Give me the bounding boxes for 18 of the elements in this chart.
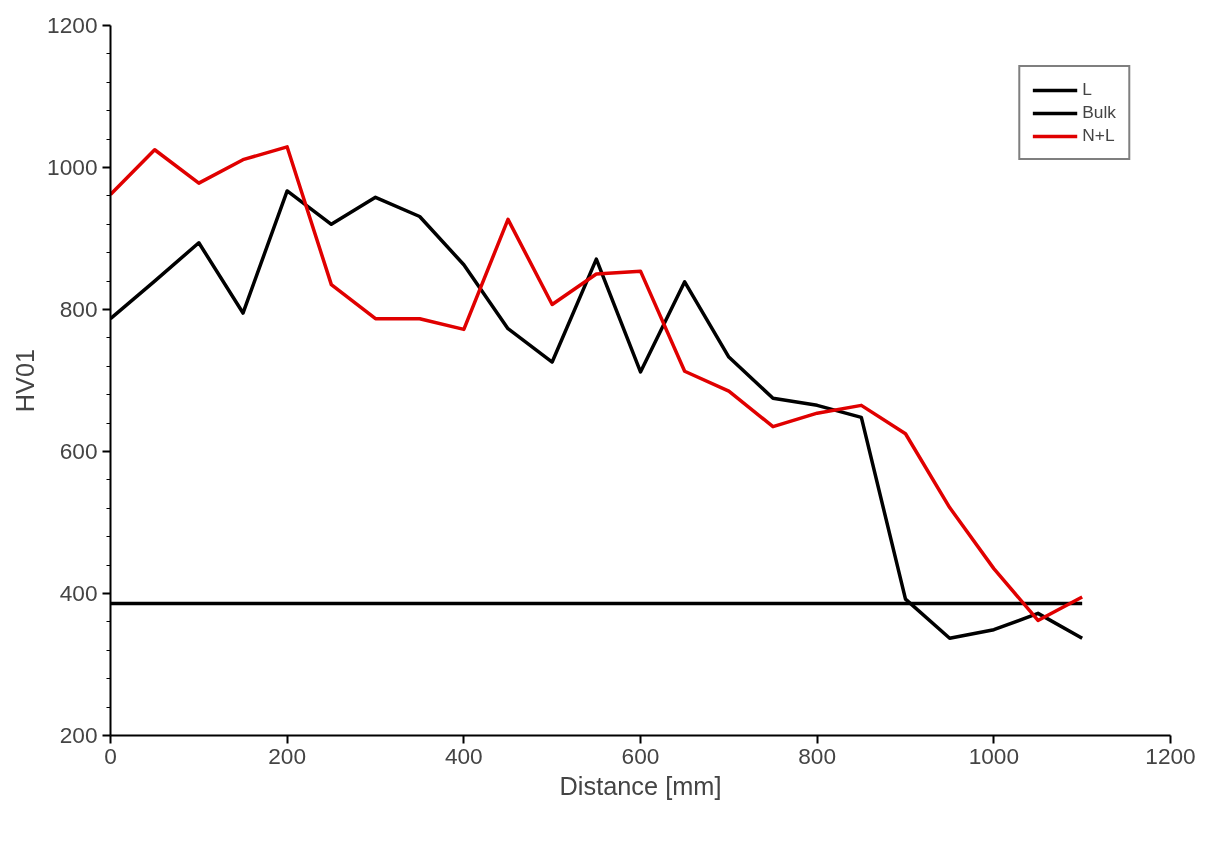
- y-tick-label: 200: [59, 722, 98, 748]
- y-axis-title: HV01: [11, 348, 40, 413]
- x-tick-label: 1000: [968, 742, 1020, 769]
- x-axis-title: Distance [mm]: [559, 771, 722, 800]
- legend-label: N+L: [1082, 125, 1115, 146]
- x-tick-label: 400: [444, 742, 483, 769]
- x-tick-label: 0: [104, 742, 117, 769]
- y-tick-label: 600: [59, 438, 98, 464]
- x-tick-label: 200: [268, 742, 307, 769]
- y-tick-label: 1200: [47, 12, 98, 38]
- x-tick-label: 1200: [1145, 742, 1196, 769]
- y-tick-label: 400: [59, 580, 98, 606]
- x-tick-label: 600: [621, 742, 660, 769]
- legend-label: Bulk: [1082, 102, 1116, 123]
- y-tick-label: 800: [59, 296, 98, 322]
- x-tick-label: 800: [798, 742, 837, 769]
- y-tick-label: 1000: [47, 154, 98, 180]
- legend-label: L: [1082, 79, 1093, 100]
